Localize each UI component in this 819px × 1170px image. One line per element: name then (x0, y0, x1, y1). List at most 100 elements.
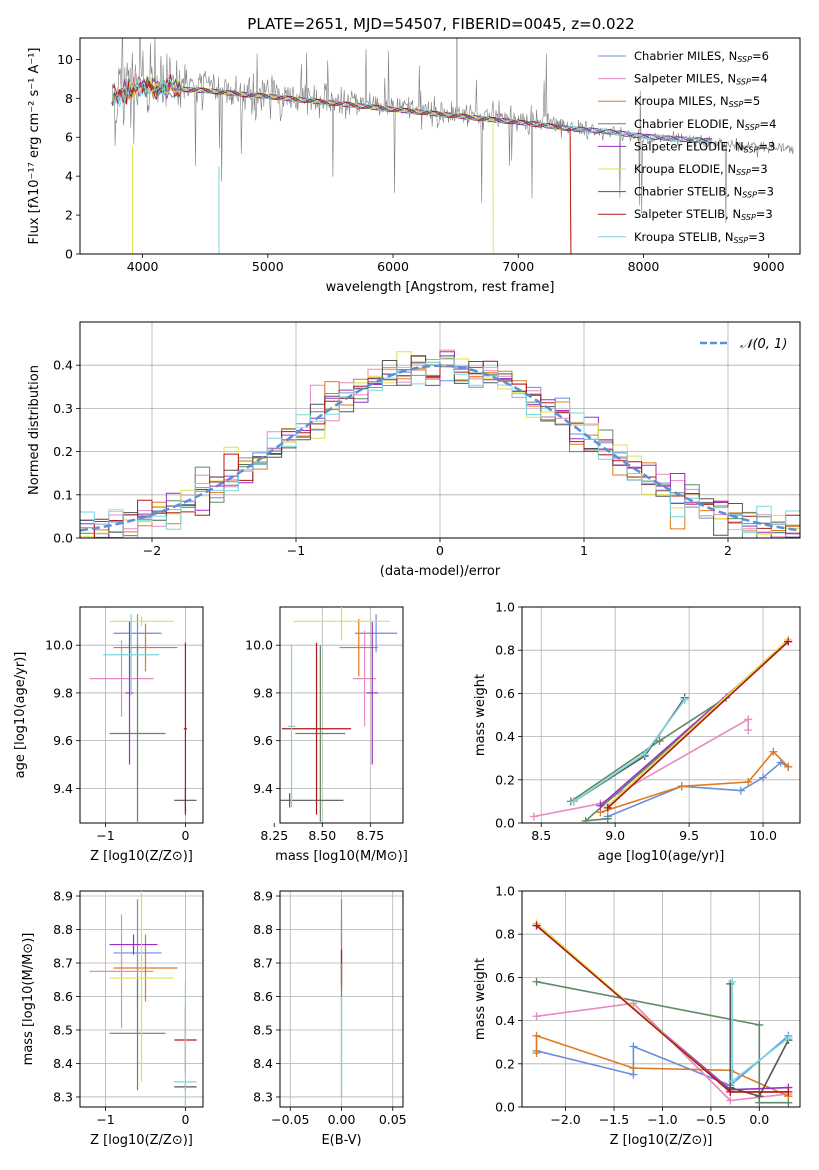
weight-line-salpeter-stelib (607, 641, 789, 809)
errorbar-point (295, 645, 346, 822)
errorbar-plot-area (280, 607, 398, 822)
y-tick-label: 0.4 (53, 358, 73, 373)
axes-weight-vs-age: 8.5 9.0 9.5 10.0 0.0 0.2 0.4 0.6 0.8 1.0 age [log1… (473, 600, 801, 864)
weight-marker (603, 814, 612, 823)
y-axis-label: age [log10(age/yr)] (13, 652, 28, 779)
errorbar-point (109, 934, 158, 955)
legend-label: 𝒩(0, 1) (740, 337, 787, 352)
y-tick-label: 0.8 (495, 643, 515, 658)
y-tick-label: 8.3 (253, 1089, 273, 1104)
y-tick-label: 8.8 (253, 922, 273, 937)
legend-entry: Chabrier STELIB, NSSP=3 (634, 185, 774, 200)
x-tick-label: 6000 (377, 259, 409, 274)
legend-entry: Salpeter MILES, NSSP=4 (634, 72, 768, 87)
weight-line-chabrier-elodie (536, 980, 789, 1104)
legend-subscript: SSP (741, 213, 756, 222)
x-tick-label: 7000 (502, 259, 534, 274)
x-tick-label: 0.0 (749, 1112, 769, 1127)
gaussian-curve (80, 364, 800, 532)
x-tick-label: −1.0 (647, 1112, 677, 1127)
x-tick-label: 0 (181, 828, 189, 843)
y-tick-label: 8.8 (53, 922, 73, 937)
y-tick-label: 0.2 (495, 772, 515, 787)
y-tick-label: 0.0 (495, 1100, 515, 1115)
axes-age-vs-mass: 8.25 8.50 8.75 9.4 9.6 9.8 10.0 mass [log10(M/M… (245, 606, 408, 864)
y-tick-label: 0.6 (495, 970, 515, 985)
y-axis-label: mass [log10(M/M⊙)] (21, 933, 36, 1066)
weight-marker (755, 1092, 764, 1101)
legend-entry: Kroupa MILES, NSSP=5 (634, 94, 760, 109)
legend-subscript: SSP (729, 100, 744, 109)
y-tick-label: 10.0 (245, 638, 273, 653)
errorbar-point (280, 793, 344, 808)
x-tick-label: 9000 (753, 259, 785, 274)
legend-count: =3 (751, 162, 768, 176)
weight-marker (784, 1098, 793, 1107)
y-axis-label: mass weight (473, 958, 488, 1040)
x-tick-label: 5000 (252, 259, 284, 274)
x-tick-label: 8.75 (356, 828, 384, 843)
errorbar-point (281, 642, 352, 815)
model-line-chabrier-stelib (112, 77, 713, 144)
y-tick-label: 8.5 (253, 1022, 273, 1037)
x-tick-label: 8.25 (260, 828, 288, 843)
axes-mass-vs-EBV: −0.05 0.00 0.05 8.3 8.4 8.5 8.6 8.7 8.8 8.9 E(B-V) (253, 889, 407, 1148)
weight-marker (596, 801, 605, 810)
weight-marker (532, 1012, 541, 1021)
weight-plot-area (529, 635, 793, 823)
legend-count: =4 (751, 72, 768, 86)
axes-weight-vs-Z: −2.0 −1.5 −1.0 −0.5 0.0 0.0 0.2 0.4 0.6 0.8 1.0 Z [… (473, 884, 801, 1148)
errorbar-point (113, 623, 178, 672)
weight-marker (784, 762, 793, 771)
y-tick-label: 0.4 (495, 729, 515, 744)
weight-marker (680, 695, 689, 704)
legend-subscript: SSP (736, 78, 751, 87)
errorbar-point (287, 645, 296, 808)
legend-entry: Kroupa STELIB, NSSP=3 (634, 230, 765, 245)
errorbar-point (293, 607, 390, 641)
legend-label: Chabrier MILES, N (634, 49, 737, 63)
errorbar-point (183, 642, 188, 815)
weight-marker (603, 803, 612, 812)
y-tick-label: 8.4 (253, 1056, 273, 1071)
x-tick-label: −1 (287, 543, 305, 558)
y-tick-label: 4 (65, 169, 73, 184)
x-tick-label: −1 (96, 828, 114, 843)
x-tick-label: 0 (436, 543, 444, 558)
weight-marker (755, 1020, 764, 1029)
legend-subscript: SSP (737, 55, 752, 64)
y-tick-label: 8.3 (53, 1089, 73, 1104)
spectrum-plot-area (111, 38, 794, 254)
weight-marker (726, 1096, 735, 1105)
y-tick-label: 0.4 (495, 1013, 515, 1028)
axes-frame (79, 37, 801, 255)
errorbar-plot-area (89, 614, 197, 822)
y-tick-label: 8.6 (53, 989, 73, 1004)
weight-marker (532, 921, 541, 930)
y-tick-label: 8.9 (253, 889, 273, 904)
gridlines (80, 607, 203, 823)
x-tick-label: 9.5 (679, 828, 699, 843)
y-tick-label: 10.0 (45, 638, 73, 653)
weight-marker (569, 797, 578, 806)
legend-label: Chabrier STELIB, N (634, 185, 742, 199)
legend-label: Kroupa ELODIE, N (634, 162, 736, 176)
legend-subscript: SSP (734, 236, 749, 245)
errorbar-point (109, 645, 166, 822)
figure-title: PLATE=2651, MJD=54507, FIBERID=0045, z=0… (247, 15, 634, 33)
weight-marker (532, 1049, 541, 1057)
legend-label: Salpeter STELIB, N (634, 207, 741, 221)
weight-marker (529, 812, 538, 821)
errorbar-point (339, 618, 379, 677)
y-tick-label: 0.0 (495, 816, 515, 831)
weight-marker (744, 726, 753, 735)
histogram-plot-area (80, 349, 800, 538)
x-axis-label: Z [log10(Z/Z⊙)] (90, 1133, 193, 1148)
x-axis-label: Z [log10(Z/Z⊙)] (90, 849, 193, 864)
y-tick-label: 8.6 (253, 989, 273, 1004)
legend: 𝒩(0, 1) (700, 337, 787, 352)
legend-label: Salpeter MILES, N (634, 72, 736, 86)
y-tick-label: 8.7 (53, 956, 73, 971)
y-tick-label: 9.8 (253, 685, 273, 700)
